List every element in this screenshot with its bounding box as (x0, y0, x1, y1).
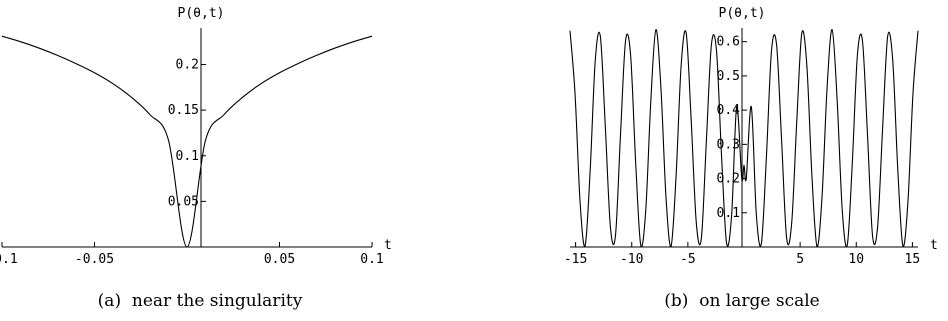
panel-b-y-tick-label: 0.3 (717, 137, 740, 152)
panel-a-x-tick-label: -0.1 (0, 252, 18, 267)
panel-b-curve (569, 29, 919, 248)
panel-b-x-tick-label: -5 (680, 252, 696, 267)
panel-a-x-axis-title: t (384, 238, 392, 253)
panel-b-caption: (b) on large scale (664, 291, 819, 311)
panel-b-x-tick-label: -10 (620, 252, 643, 267)
panel-b-y-axis-title: P(θ,t) (719, 6, 766, 21)
panel-a-caption: (a) near the singularity (98, 291, 303, 311)
panel-a-y-axis-title: P(θ,t) (178, 6, 225, 21)
panel-a-y-tick-label: 0.05 (168, 194, 199, 209)
panel-a-near-singularity: P(θ,t) -0.1 -0.05 0.05 0.1 0.05 0.1 0.15 0.2 t… (0, 6, 392, 311)
panel-a-y-ticks: 0.05 0.1 0.15 0.2 (168, 58, 206, 209)
panel-a-curve (1, 35, 373, 248)
panel-a-y-tick-label: 0.15 (168, 103, 199, 118)
panel-b-y-tick-label: 0.5 (717, 69, 740, 84)
panel-a-x-tick-label: 0.1 (360, 252, 383, 267)
panel-a-x-ticks: -0.1 -0.05 0.05 0.1 (0, 242, 384, 267)
panel-b-y-tick-label: 0.2 (717, 172, 740, 187)
panel-a-x-tick-label: 0.05 (264, 252, 295, 267)
panel-b-x-tick-label: 15 (905, 252, 921, 267)
panel-a-x-tick-label: -0.05 (75, 252, 114, 267)
panel-b-y-tick-label: 0.6 (717, 35, 740, 50)
panel-b-x-ticks: -15 -10 -5 5 10 15 (564, 242, 920, 267)
panel-b-x-tick-label: 5 (796, 252, 804, 267)
panel-b-x-axis-title: t (930, 238, 938, 253)
panel-b-large-scale: P(θ,t) -15 -10 -5 5 10 15 0.10.20.30.40.50.6 … (564, 6, 938, 311)
panel-a-y-tick-label: 0.1 (176, 149, 199, 164)
panel-b-y-tick-label: 0.1 (717, 206, 740, 221)
panel-a-y-tick-label: 0.2 (176, 58, 199, 73)
panel-b-x-tick-label: -15 (564, 252, 587, 267)
panel-b-x-tick-label: 10 (848, 252, 864, 267)
panel-b-y-tick-label: 0.4 (717, 103, 741, 118)
